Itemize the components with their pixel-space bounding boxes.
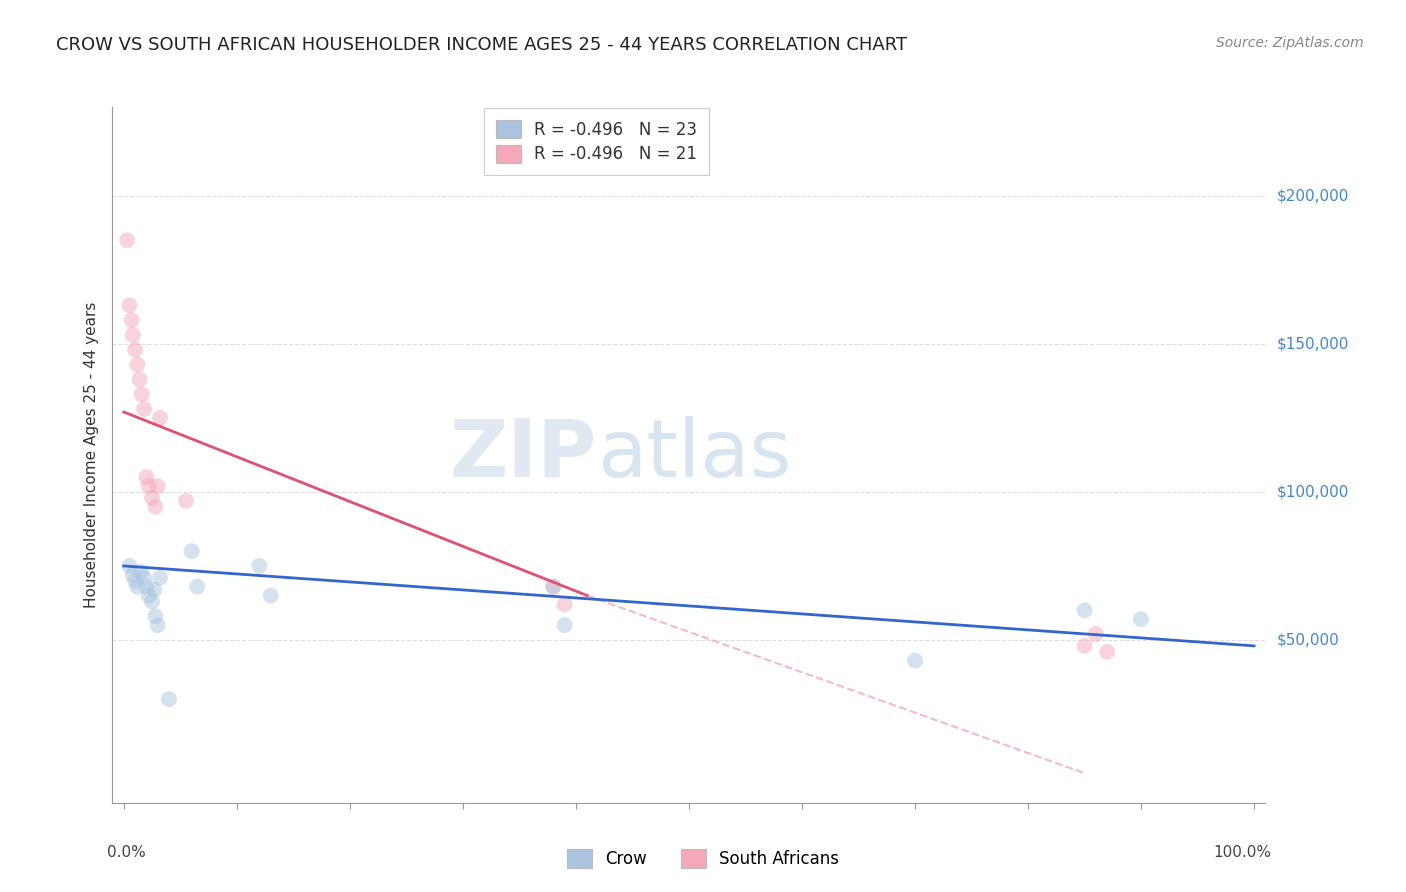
Text: $150,000: $150,000 [1277, 336, 1348, 351]
Point [135, 580, 157, 594]
Point [129, 565, 152, 579]
Point [124, 574, 146, 588]
Point [121, 328, 143, 343]
Point [141, 594, 163, 608]
Point [904, 654, 927, 668]
Point [1073, 639, 1095, 653]
Text: 0.0%: 0.0% [107, 845, 145, 860]
Text: ZIP: ZIP [450, 416, 596, 494]
Point [157, 692, 180, 706]
Point [127, 580, 149, 594]
Point [249, 558, 271, 573]
Text: $100,000: $100,000 [1277, 484, 1348, 500]
Text: Source: ZipAtlas.com: Source: ZipAtlas.com [1216, 36, 1364, 50]
Point [121, 567, 143, 582]
Text: 100.0%: 100.0% [1213, 845, 1271, 860]
Point [146, 479, 169, 493]
Point [1084, 627, 1107, 641]
Point [141, 491, 163, 505]
Point [115, 233, 138, 247]
Point [145, 500, 167, 514]
Point [121, 313, 143, 327]
Point [143, 582, 166, 597]
Point [174, 493, 197, 508]
Point [146, 618, 169, 632]
Point [118, 558, 141, 573]
Legend: Crow, South Africans: Crow, South Africans [561, 843, 845, 875]
Point [543, 580, 565, 594]
Point [1130, 612, 1153, 626]
Point [127, 358, 149, 372]
Point [149, 571, 172, 585]
Text: $200,000: $200,000 [1277, 188, 1348, 203]
Point [1073, 603, 1095, 617]
Point [138, 479, 160, 493]
Legend: R = -0.496   N = 23, R = -0.496   N = 21: R = -0.496 N = 23, R = -0.496 N = 21 [485, 109, 709, 175]
Point [131, 387, 153, 401]
Text: CROW VS SOUTH AFRICAN HOUSEHOLDER INCOME AGES 25 - 44 YEARS CORRELATION CHART: CROW VS SOUTH AFRICAN HOUSEHOLDER INCOME… [56, 36, 907, 54]
Point [134, 402, 156, 417]
Point [138, 589, 160, 603]
Point [118, 298, 141, 312]
Point [180, 544, 202, 558]
Y-axis label: Householder Income Ages 25 - 44 years: Householder Income Ages 25 - 44 years [84, 301, 100, 608]
Text: atlas: atlas [596, 416, 792, 494]
Text: $50,000: $50,000 [1277, 632, 1340, 648]
Point [145, 609, 167, 624]
Point [149, 411, 172, 425]
Point [1095, 645, 1118, 659]
Point [543, 580, 565, 594]
Point [128, 372, 150, 386]
Point [186, 580, 208, 594]
Point [554, 618, 576, 632]
Point [260, 589, 283, 603]
Point [554, 598, 576, 612]
Point [135, 470, 157, 484]
Point [134, 571, 156, 585]
Point [124, 343, 146, 357]
